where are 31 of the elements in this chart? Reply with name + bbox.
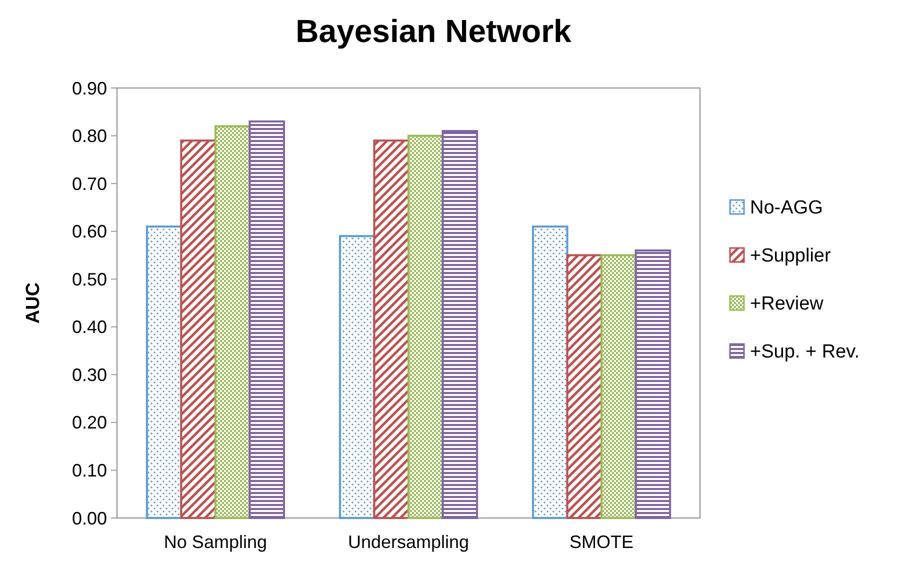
bar <box>634 249 672 519</box>
bar <box>373 140 410 519</box>
bar <box>600 254 637 519</box>
chart-title: Bayesian Network <box>296 13 572 49</box>
legend-label: +Sup. + Rev. <box>750 342 860 363</box>
x-tick-label: SMOTE <box>570 532 634 552</box>
y-axis-title: AUC <box>23 282 44 324</box>
y-tick-label: 0.70 <box>72 174 107 194</box>
bar <box>566 254 603 519</box>
bar <box>408 134 444 519</box>
y-tick-label: 0.00 <box>72 508 107 528</box>
y-tick-label: 0.30 <box>72 364 107 385</box>
legend-label: +Supplier <box>750 246 832 267</box>
bar <box>338 235 376 519</box>
bar <box>146 226 182 519</box>
legend-label: +Review <box>750 294 824 315</box>
y-tick-label: 0.40 <box>72 317 107 338</box>
y-tick-label: 0.50 <box>72 269 107 290</box>
bar <box>214 125 251 519</box>
bar <box>248 120 285 519</box>
legend-label: No-AGG <box>750 198 823 219</box>
x-tick-label: No Sampling <box>164 532 267 552</box>
y-tick-label: 0.20 <box>72 412 107 433</box>
y-tick-label: 0.80 <box>72 126 107 146</box>
y-tick-label: 0.10 <box>72 460 107 481</box>
bar <box>180 140 216 519</box>
y-tick-label: 0.90 <box>72 78 107 98</box>
bar <box>532 226 568 519</box>
y-tick-label: 0.60 <box>72 222 107 242</box>
bar <box>442 130 478 519</box>
x-tick-label: Undersampling <box>348 532 470 552</box>
